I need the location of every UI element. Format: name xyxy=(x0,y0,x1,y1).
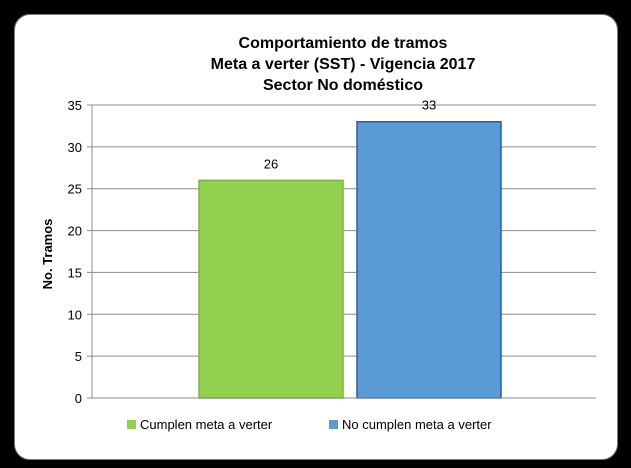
legend-label: No cumplen meta a verter xyxy=(342,417,492,432)
y-tick-label: 10 xyxy=(68,307,82,322)
bar-cumplen xyxy=(198,179,344,399)
y-tick-label: 25 xyxy=(68,182,82,197)
legend-swatch xyxy=(329,420,338,429)
bar-no-cumplen xyxy=(356,120,502,399)
data-label: 26 xyxy=(264,156,278,171)
y-axis-title: No. Tramos xyxy=(40,219,55,290)
chart-title-line-1: Comportamiento de tramos xyxy=(239,35,448,52)
chart-title-line-3: Sector No doméstico xyxy=(263,77,423,94)
data-labels: 26 33 xyxy=(264,98,436,172)
legend-swatch xyxy=(127,420,136,429)
y-axis-ticks: 0 5 10 15 20 25 30 35 xyxy=(68,98,93,406)
bars xyxy=(198,120,502,399)
legend: Cumplen meta a verter No cumplen meta a v… xyxy=(127,417,492,432)
y-tick-label: 5 xyxy=(75,349,82,364)
chart-title: Comportamiento de tramos Meta a verter (… xyxy=(211,35,476,94)
y-tick-label: 35 xyxy=(68,98,82,113)
y-tick-label: 30 xyxy=(68,140,82,155)
y-tick-label: 0 xyxy=(75,391,82,406)
gridlines xyxy=(92,104,596,357)
y-tick-label: 20 xyxy=(68,224,82,239)
y-tick-label: 15 xyxy=(68,265,82,280)
data-label: 33 xyxy=(422,98,436,113)
chart-title-line-2: Meta a verter (SST) - Vigencia 2017 xyxy=(211,56,476,73)
legend-label: Cumplen meta a verter xyxy=(140,417,273,432)
